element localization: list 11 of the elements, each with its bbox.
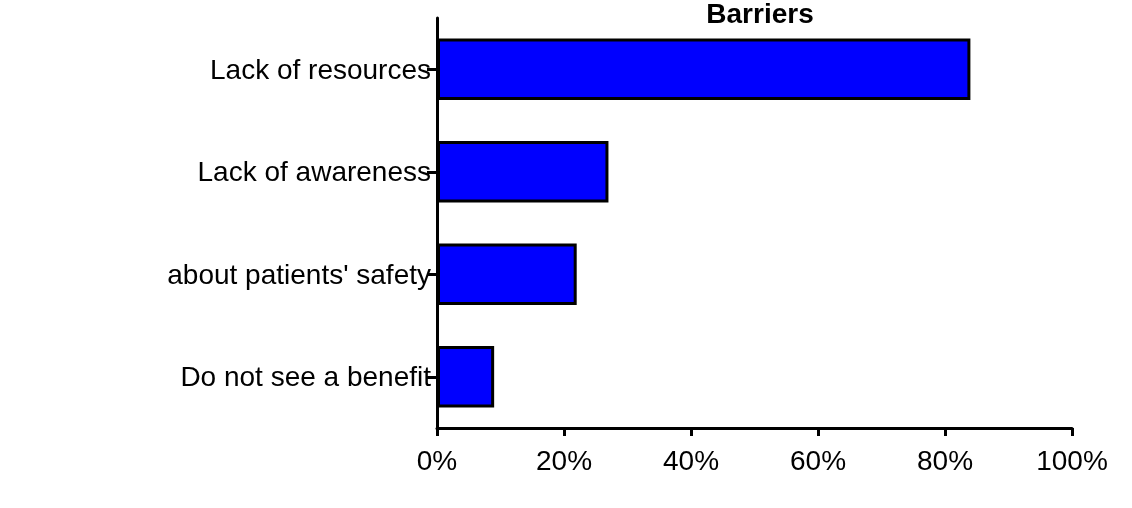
- x-tick-label: 0%: [416, 444, 458, 476]
- x-tick-label: 20%: [535, 444, 593, 476]
- y-tick-label: Do not see a benefit: [180, 361, 432, 393]
- x-tick-label: 60%: [789, 444, 847, 476]
- chart-title: Barriers: [706, 0, 814, 29]
- x-tick-label: 100%: [1036, 444, 1108, 476]
- x-tick-label: 40%: [662, 444, 720, 476]
- y-tick-label: Lack of resources: [210, 53, 431, 85]
- x-tick-label: 80%: [916, 444, 974, 476]
- y-tick-label: Lack of awareness: [197, 156, 431, 188]
- y-tick-label: about patients' safety: [167, 258, 431, 290]
